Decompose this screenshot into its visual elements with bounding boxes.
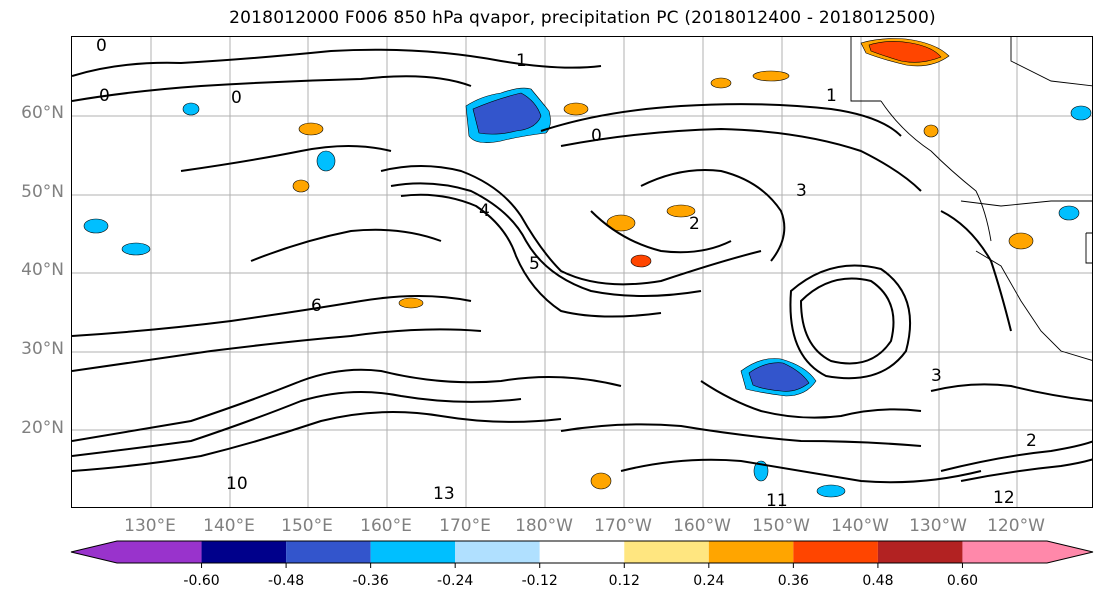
colorbar-tick-label: -0.48 xyxy=(267,573,305,589)
contour-label: 0 xyxy=(591,126,602,146)
lon-label-130e: 130°E xyxy=(124,516,176,536)
map-canvas: 0 0 0 0 1 1 2 2 3 3 4 5 6 10 11 12 13 xyxy=(72,37,1092,508)
contour-label: 3 xyxy=(796,181,807,201)
contour-label: 11 xyxy=(766,491,788,508)
colorbar-segment xyxy=(370,541,456,563)
map-title: 2018012000 F006 850 hPa qvapor, precipit… xyxy=(229,8,936,28)
precip-patch-small-11 xyxy=(563,102,589,116)
precip-patch-small-20 xyxy=(923,124,939,138)
precip-patch-small-12 xyxy=(666,204,696,218)
lat-label-30n: 30°N xyxy=(21,339,64,359)
precip-patch-small-4 xyxy=(316,150,336,172)
lat-label-20n: 20°N xyxy=(21,418,64,438)
precip-patch-small-14 xyxy=(590,472,612,490)
colorbar-segment xyxy=(877,541,963,563)
contour-label: 2 xyxy=(1026,431,1037,451)
precip-patch-small-7 xyxy=(1058,205,1080,221)
coastlines xyxy=(850,37,1092,361)
lon-label-150e: 150°E xyxy=(281,516,333,536)
precip-patch-darkblue-north xyxy=(472,92,542,135)
lon-label-130w: 130°W xyxy=(909,516,967,536)
precip-patch-small-9 xyxy=(1070,105,1092,121)
precip-patch-small-6 xyxy=(121,242,151,256)
lat-label-60n: 60°N xyxy=(21,103,64,123)
colorbar-segment xyxy=(286,541,371,563)
lon-label-160e: 160°E xyxy=(360,516,412,536)
lon-label-120w: 120°W xyxy=(987,516,1045,536)
precip-patch-small-5 xyxy=(83,218,109,234)
contour-label: 0 xyxy=(231,88,242,108)
colorbar-segment xyxy=(624,541,709,563)
contour-label: 4 xyxy=(479,201,490,221)
contour-labels: 0 0 0 0 1 1 2 2 3 3 4 5 6 10 11 12 13 xyxy=(96,37,1037,508)
colorbar-segment xyxy=(455,541,540,563)
lon-label-150w: 150°W xyxy=(752,516,810,536)
lon-label-160w: 160°W xyxy=(673,516,731,536)
lon-label-140w: 140°W xyxy=(831,516,889,536)
colorbar-tick-label: -0.12 xyxy=(521,573,558,589)
precip-patch-small-19 xyxy=(710,77,732,89)
precip-patch-small-15 xyxy=(753,460,769,482)
contour-label: 2 xyxy=(689,214,700,234)
contour-label: 3 xyxy=(931,366,942,386)
precip-patch-small-13 xyxy=(816,484,846,498)
colorbar-segment xyxy=(962,541,1093,563)
contour-label: 12 xyxy=(993,488,1015,508)
precip-patch-small-10 xyxy=(752,70,790,82)
colorbar-tick-label: 0.36 xyxy=(777,573,809,589)
precip-patch-small-18 xyxy=(298,122,324,136)
precip-patch-darkblue-subtropic xyxy=(748,362,810,392)
colorbar-tick-label: 0.48 xyxy=(862,573,894,589)
precipitation-patches xyxy=(83,38,1092,498)
map-panel: 0 0 0 0 1 1 2 2 3 3 4 5 6 10 11 12 13 xyxy=(71,36,1093,508)
contour-label: 1 xyxy=(826,86,837,106)
colorbar-tick-label: -0.60 xyxy=(183,573,220,589)
lon-label-180w: 180°W xyxy=(515,516,573,536)
colorbar-segments xyxy=(71,541,1093,563)
colorbar-segment xyxy=(539,541,625,563)
colorbar-tick-label: 0.60 xyxy=(946,573,979,589)
precip-patch-small-3 xyxy=(292,179,310,193)
colorbar-segment xyxy=(793,541,878,563)
contour-label: 5 xyxy=(529,254,540,274)
lat-label-50n: 50°N xyxy=(21,182,64,202)
colorbar-tick-label: -0.24 xyxy=(437,573,474,589)
precip-patch-small-16 xyxy=(398,297,424,309)
contour-label: 0 xyxy=(96,37,107,56)
colorbar-segment xyxy=(708,541,794,563)
contour-label: 1 xyxy=(516,51,527,71)
lon-label-170w: 170°W xyxy=(594,516,652,536)
contour-label: 10 xyxy=(226,474,248,494)
colorbar-ticks xyxy=(201,563,963,568)
colorbar-outline xyxy=(70,540,1094,564)
lat-label-40n: 40°N xyxy=(21,260,64,280)
colorbar-segment xyxy=(71,541,202,563)
colorbar-segment xyxy=(201,541,287,563)
lon-label-170e: 170°E xyxy=(439,516,491,536)
contour-label: 13 xyxy=(433,484,455,504)
contour-label: 6 xyxy=(311,296,322,316)
contour-label: 0 xyxy=(99,86,110,106)
precip-patch-small-17 xyxy=(182,102,200,116)
qvapor-contours xyxy=(72,48,1092,484)
colorbar-tick-label: 0.24 xyxy=(693,573,725,589)
colorbar-tick-label: 0.12 xyxy=(608,573,640,589)
precip-patch-small-8 xyxy=(1008,232,1034,250)
precip-patch-small-1 xyxy=(606,214,636,232)
colorbar-tick-label: -0.36 xyxy=(352,573,389,589)
precip-patch-orange-northeast xyxy=(868,41,942,63)
graticule xyxy=(72,37,1092,507)
precip-patch-small-2 xyxy=(630,254,652,268)
lon-label-140e: 140°E xyxy=(203,516,255,536)
